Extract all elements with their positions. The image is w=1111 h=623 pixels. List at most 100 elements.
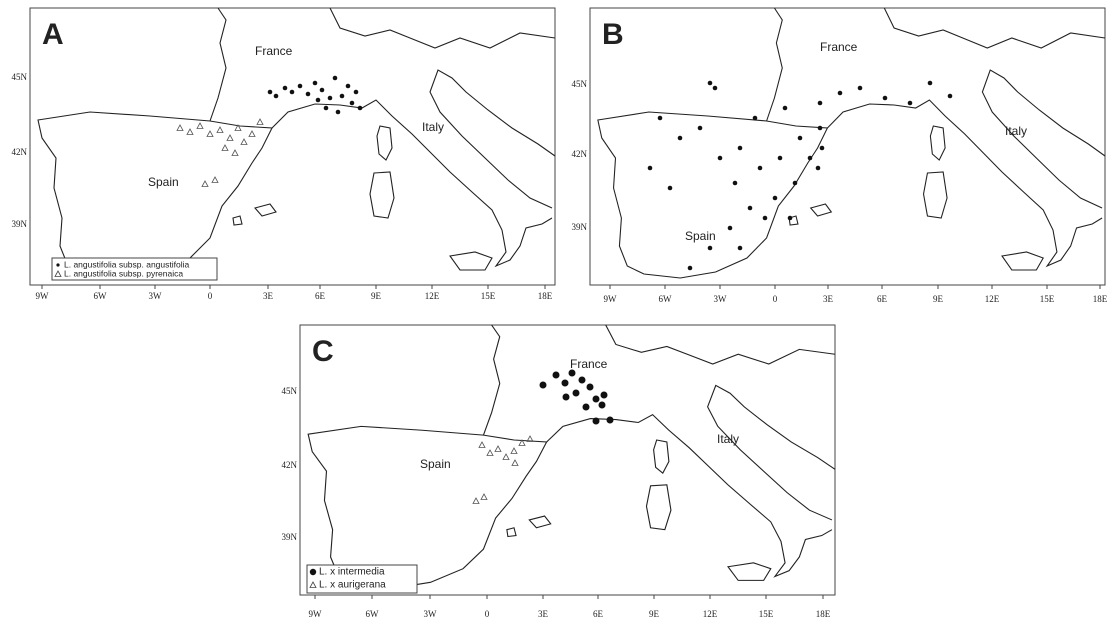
occurrence-triangle	[221, 144, 229, 151]
legend-triangle	[54, 270, 62, 277]
occurrence-dot	[319, 87, 325, 93]
map-panel: C France Spain Italy 45N 42N 39N 9W 6W 3W 0 3E 6E 9E 1…	[282, 324, 836, 619]
country-label: Italy	[422, 120, 444, 134]
occurrence-dot	[267, 89, 273, 95]
panel-label: B	[602, 18, 624, 51]
occurrence-triangle	[176, 124, 184, 131]
country-label: France	[820, 40, 858, 54]
occurrence-dot	[807, 155, 813, 161]
occurrence-dot	[697, 125, 703, 131]
legend-dot	[56, 263, 60, 267]
occurrence-dot	[647, 165, 653, 171]
lon-label: 15E	[1040, 294, 1055, 304]
occurrence-dot	[737, 145, 743, 151]
occurrence-dot	[552, 371, 560, 379]
lon-label: 9W	[604, 294, 618, 304]
occurrence-triangle	[502, 453, 510, 460]
legend-box	[306, 564, 418, 594]
country-label: Spain	[420, 457, 451, 471]
occurrence-dot	[562, 393, 570, 401]
lon-label: 6E	[877, 294, 888, 304]
legend-label: L. x aurigerana	[319, 580, 386, 591]
occurrence-dot	[598, 401, 606, 409]
map-frame	[29, 7, 556, 286]
occurrence-triangle	[478, 441, 486, 448]
legend-label: L. angustifolia subsp. pyrenaica	[64, 268, 183, 278]
lon-label: 18E	[1093, 294, 1108, 304]
map-frame	[299, 324, 836, 596]
legend-label: L. x intermedia	[319, 567, 385, 578]
occurrence-dot	[772, 195, 778, 201]
lon-label: 9E	[649, 609, 660, 619]
legend-box	[51, 257, 218, 281]
occurrence-dot	[339, 93, 345, 99]
occurrence-dot	[882, 95, 888, 101]
occurrence-dot	[677, 135, 683, 141]
lon-label: 18E	[816, 609, 831, 619]
lon-label: 6W	[659, 294, 673, 304]
lon-label: 6E	[315, 291, 326, 301]
lat-label: 39N	[572, 222, 588, 232]
occurrence-dot	[907, 100, 913, 106]
occurrence-dot	[737, 245, 743, 251]
legend-label: L. angustifolia subsp. angustifolia	[64, 259, 189, 269]
lon-label: 9W	[309, 609, 323, 619]
occurrence-dot	[707, 80, 713, 86]
occurrence-dot	[315, 97, 321, 103]
lon-label: 0	[773, 294, 778, 304]
lat-label: 39N	[282, 532, 298, 542]
lon-label: 9W	[36, 291, 50, 301]
occurrence-triangle	[486, 449, 494, 456]
map-frame	[589, 7, 1106, 286]
lon-label: 3W	[424, 609, 438, 619]
occurrence-triangle	[240, 138, 248, 145]
occurrence-dot	[600, 391, 608, 399]
occurrence-dot	[586, 383, 594, 391]
lon-label: 0	[208, 291, 213, 301]
occurrence-dot	[817, 100, 823, 106]
lat-label: 42N	[282, 460, 298, 470]
coastline	[37, 7, 556, 279]
occurrence-dot	[357, 105, 363, 111]
occurrence-dot	[777, 155, 783, 161]
occurrence-dot	[657, 115, 663, 121]
occurrence-dot	[815, 165, 821, 171]
occurrence-dot	[712, 85, 718, 91]
lon-label: 15E	[481, 291, 496, 301]
panel-label: A	[42, 18, 64, 51]
occurrence-dot	[667, 185, 673, 191]
occurrence-dot	[282, 85, 288, 91]
occurrence-dot	[927, 80, 933, 86]
legend-triangle	[309, 581, 317, 588]
occurrence-triangle	[472, 497, 480, 504]
lon-label: 6W	[94, 291, 108, 301]
legend-dot	[309, 568, 317, 576]
occurrence-dot	[817, 125, 823, 131]
occurrence-dot	[327, 95, 333, 101]
occurrence-dot	[687, 265, 693, 271]
lon-label: 6W	[366, 609, 380, 619]
occurrence-triangle	[201, 180, 209, 187]
lat-label: 45N	[572, 79, 588, 89]
occurrence-dot	[792, 180, 798, 186]
occurrence-triangle	[480, 493, 488, 500]
occurrence-dot	[273, 93, 279, 99]
lon-label: 12E	[425, 291, 440, 301]
occurrence-dot	[578, 376, 586, 384]
lon-label: 12E	[985, 294, 1000, 304]
occurrence-triangle	[231, 149, 239, 156]
country-label: Italy	[1005, 124, 1027, 138]
occurrence-triangle	[511, 459, 519, 466]
occurrence-dot	[289, 89, 295, 95]
occurrence-dot	[707, 245, 713, 251]
lon-label: 3E	[538, 609, 549, 619]
lon-label: 3E	[823, 294, 834, 304]
occurrence-dot	[819, 145, 825, 151]
occurrence-dot	[353, 89, 359, 95]
occurrence-dot	[762, 215, 768, 221]
map-panel: A France Spain Italy 45N 42N 39N 9W 6W 3W 0 3E 6E 9E 1…	[12, 7, 556, 301]
occurrence-dot	[323, 105, 329, 111]
occurrence-dot	[717, 155, 723, 161]
country-label: France	[255, 44, 293, 58]
